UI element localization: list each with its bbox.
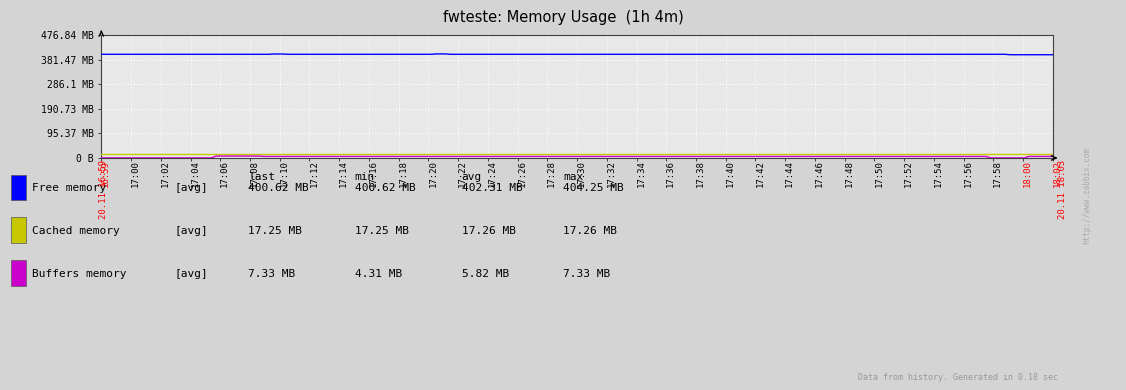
Text: 17:10: 17:10	[279, 160, 288, 187]
Text: 17:22: 17:22	[458, 160, 467, 187]
Text: 17:34: 17:34	[636, 160, 645, 187]
Text: 17.26 MB: 17.26 MB	[563, 226, 617, 236]
Text: 20.11 18:03: 20.11 18:03	[1058, 160, 1067, 219]
Text: 17:24: 17:24	[488, 160, 497, 187]
Text: http://www.zabbix.com: http://www.zabbix.com	[1082, 146, 1091, 244]
Text: 17:40: 17:40	[726, 160, 735, 187]
Text: last: last	[248, 172, 275, 182]
Text: 17.25 MB: 17.25 MB	[248, 226, 302, 236]
Text: Cached memory: Cached memory	[32, 226, 119, 236]
Text: 17:26: 17:26	[518, 160, 527, 187]
Text: avg: avg	[462, 172, 482, 182]
Text: max: max	[563, 172, 583, 182]
Text: 17:44: 17:44	[785, 160, 794, 187]
Text: 17:06: 17:06	[221, 160, 230, 187]
Text: 18:00: 18:00	[1024, 160, 1033, 187]
Text: 17:58: 17:58	[993, 160, 1002, 187]
Text: 17:28: 17:28	[547, 160, 556, 187]
Text: 17:42: 17:42	[756, 160, 765, 187]
Text: 17:48: 17:48	[844, 160, 854, 187]
Text: 17.26 MB: 17.26 MB	[462, 226, 516, 236]
Text: 17:04: 17:04	[190, 160, 199, 187]
Text: 17:38: 17:38	[696, 160, 705, 187]
Text: 404.25 MB: 404.25 MB	[563, 183, 624, 193]
Text: Buffers memory: Buffers memory	[32, 269, 126, 279]
Text: 17:52: 17:52	[904, 160, 913, 187]
Text: 5.82 MB: 5.82 MB	[462, 269, 509, 279]
Text: fwteste: Memory Usage  (1h 4m): fwteste: Memory Usage (1h 4m)	[443, 10, 683, 25]
Text: 17:54: 17:54	[933, 160, 942, 187]
Text: 16:59: 16:59	[101, 160, 110, 187]
Text: 17:18: 17:18	[399, 160, 408, 187]
Text: 17.25 MB: 17.25 MB	[355, 226, 409, 236]
Text: 17:32: 17:32	[607, 160, 616, 187]
Text: 18:02: 18:02	[1053, 160, 1062, 187]
Text: 402.31 MB: 402.31 MB	[462, 183, 522, 193]
Text: 4.31 MB: 4.31 MB	[355, 269, 402, 279]
Text: Free memory: Free memory	[32, 183, 106, 193]
Text: [avg]: [avg]	[175, 183, 208, 193]
Text: 7.33 MB: 7.33 MB	[563, 269, 610, 279]
Text: 17:12: 17:12	[310, 160, 319, 187]
Text: 400.62 MB: 400.62 MB	[355, 183, 415, 193]
Text: 17:08: 17:08	[250, 160, 259, 187]
Text: 400.62 MB: 400.62 MB	[248, 183, 309, 193]
Text: 17:36: 17:36	[667, 160, 676, 187]
Text: 17:16: 17:16	[369, 160, 378, 187]
Text: Data from history. Generated in 0.18 sec: Data from history. Generated in 0.18 sec	[858, 373, 1058, 382]
Text: 17:20: 17:20	[428, 160, 437, 187]
Text: 7.33 MB: 7.33 MB	[248, 269, 295, 279]
Text: 17:02: 17:02	[161, 160, 170, 187]
Text: 17:00: 17:00	[131, 160, 140, 187]
Text: [avg]: [avg]	[175, 226, 208, 236]
Text: min: min	[355, 172, 375, 182]
Text: [avg]: [avg]	[175, 269, 208, 279]
Text: 17:56: 17:56	[964, 160, 973, 187]
Text: 17:30: 17:30	[578, 160, 586, 187]
Text: 17:46: 17:46	[815, 160, 824, 187]
Text: 17:50: 17:50	[875, 160, 884, 187]
Text: 20.11 16:59: 20.11 16:59	[99, 160, 108, 219]
Text: 17:14: 17:14	[339, 160, 348, 187]
